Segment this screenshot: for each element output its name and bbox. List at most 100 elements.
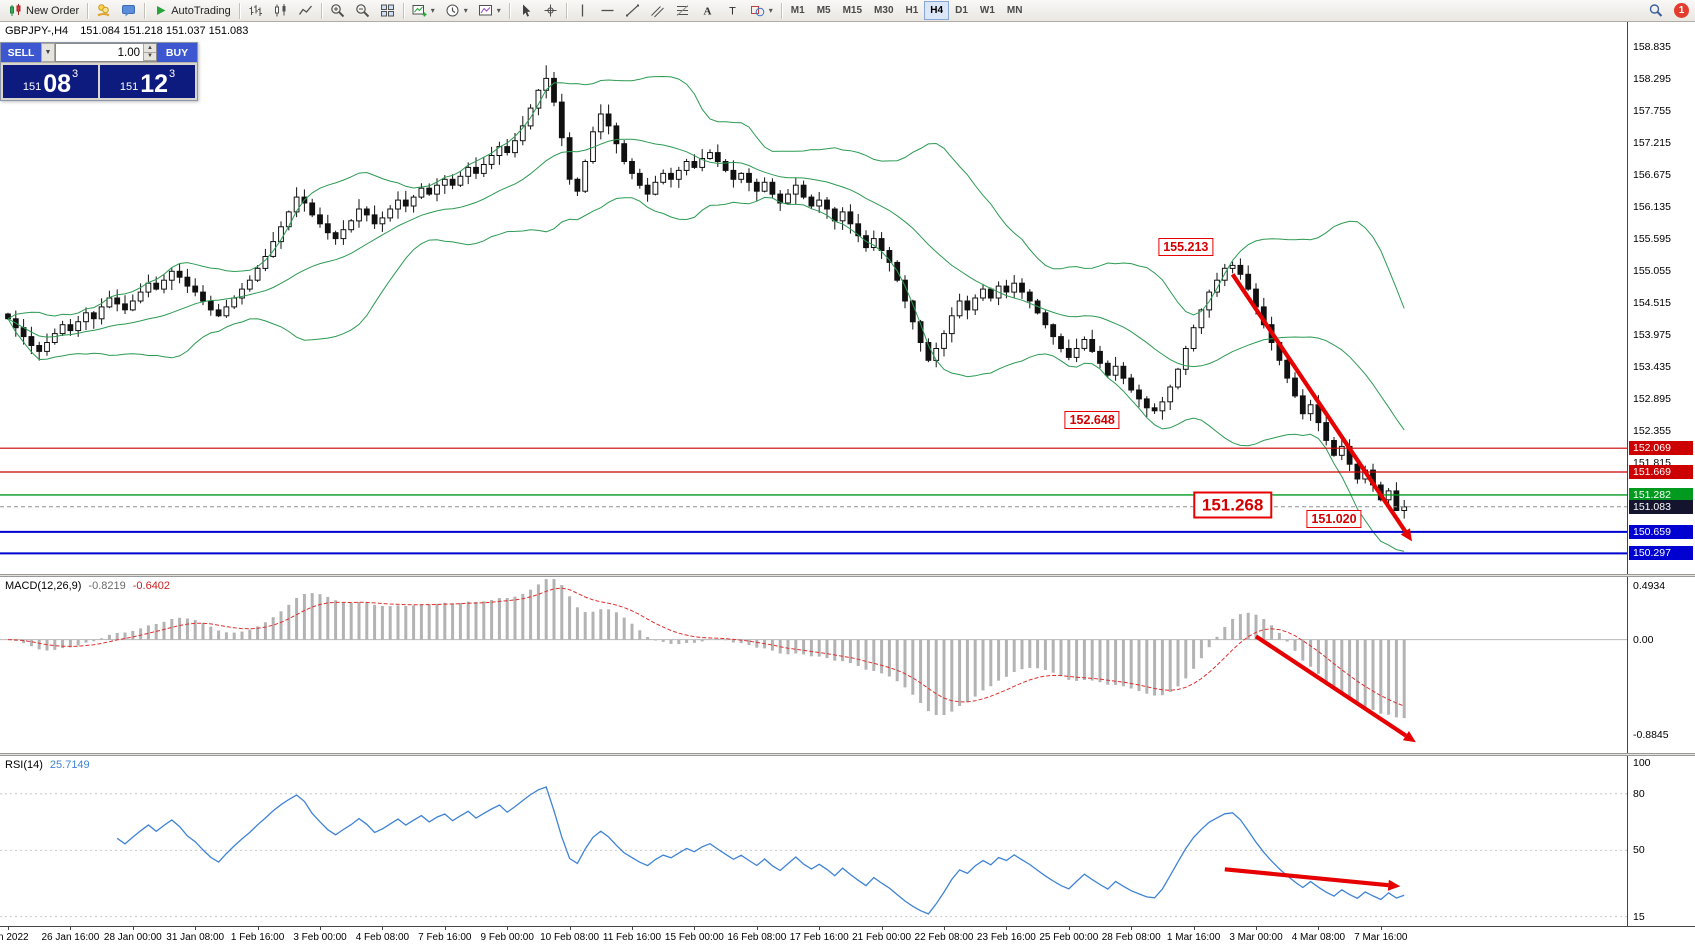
rsi-axis[interactable]: 100 80 50 15 xyxy=(1627,756,1695,926)
tf-m1[interactable]: M1 xyxy=(785,1,811,20)
macd-plot xyxy=(0,579,1627,743)
macd-name: MACD(12,26,9) xyxy=(5,580,82,592)
template-icon xyxy=(478,3,493,18)
trend-arrow[interactable] xyxy=(1224,867,1401,891)
macd-axis[interactable]: 0.4934 0.00 -0.8845 xyxy=(1627,577,1695,753)
line-chart-button[interactable] xyxy=(293,1,318,20)
fibonacci-button[interactable] xyxy=(670,1,695,20)
line-chart-icon xyxy=(298,3,313,18)
price-annotation[interactable]: 155.213 xyxy=(1158,237,1214,256)
tf-d1-label: D1 xyxy=(955,5,968,16)
trend-arrow[interactable] xyxy=(1254,634,1416,743)
community-button[interactable] xyxy=(116,1,141,20)
zoom-out-button[interactable] xyxy=(350,1,375,20)
vertical-line-button[interactable] xyxy=(570,1,595,20)
volume-dropdown[interactable]: ▼ xyxy=(41,43,55,62)
chevron-down-icon: ▾ xyxy=(496,6,501,15)
rsi-axis-label: 15 xyxy=(1633,910,1645,923)
toolbar-separator xyxy=(238,2,240,19)
time-axis-label: 28 Jan 00:00 xyxy=(103,932,162,943)
toolbar-separator xyxy=(565,2,567,19)
toolbar: New Order AutoTrading ▾ ▾ ▾ A T ▾ M1 M5 M15 M30 H1 H4… xyxy=(0,0,1695,22)
price-tag: 151.282 xyxy=(1629,487,1693,502)
volume-up-button[interactable]: ▲ xyxy=(144,44,156,53)
time-axis-label: 25 Feb 00:00 xyxy=(1039,932,1099,943)
trend-arrow[interactable] xyxy=(1230,273,1412,542)
market-button[interactable] xyxy=(91,1,116,20)
price-axis[interactable]: 158.835 158.295 157.755 157.215 156.675 156.1… xyxy=(1627,22,1695,574)
price-axis-label: 154.515 xyxy=(1633,297,1671,310)
time-axis-label: 1 Feb 16:00 xyxy=(230,932,285,943)
price-annotation[interactable]: 151.020 xyxy=(1306,510,1362,529)
zoom-in-button[interactable] xyxy=(325,1,350,20)
rsi-axis-label: 100 xyxy=(1633,757,1651,769)
order-prices-row: 151 08 3 151 12 3 xyxy=(1,63,197,100)
price-plot xyxy=(0,65,1627,555)
volume-input[interactable] xyxy=(56,44,143,61)
new-order-button-label: New Order xyxy=(26,4,80,17)
time-tick xyxy=(132,927,134,930)
new-order-button[interactable]: New Order xyxy=(3,1,84,20)
tf-mn[interactable]: MN xyxy=(1001,1,1029,20)
time-axis-label: 23 Feb 16:00 xyxy=(976,932,1036,943)
buy-price-prefix: 151 xyxy=(119,81,139,93)
channel-button[interactable] xyxy=(645,1,670,20)
cursor-button[interactable] xyxy=(513,1,538,20)
crosshair-button[interactable] xyxy=(538,1,563,20)
price-annotation[interactable]: 152.648 xyxy=(1064,410,1120,429)
sell-label[interactable]: SELL xyxy=(1,43,41,62)
volume-stepper: ▲ ▼ xyxy=(143,44,156,61)
tf-h1[interactable]: H1 xyxy=(900,1,925,20)
price-axis-label: 153.435 xyxy=(1633,361,1671,374)
volume-down-button[interactable]: ▼ xyxy=(144,52,156,61)
time-axis-label: 3 Feb 00:00 xyxy=(293,932,347,943)
price-axis-label: 152.355 xyxy=(1633,425,1671,438)
panel-separator[interactable] xyxy=(0,753,1695,756)
sell-price-button[interactable]: 151 08 3 xyxy=(3,65,98,98)
candle-chart-button[interactable] xyxy=(268,1,293,20)
search-button[interactable] xyxy=(1643,1,1668,20)
autotrading-button[interactable]: AutoTrading xyxy=(148,1,236,20)
time-tick xyxy=(195,927,197,930)
trendline-button[interactable] xyxy=(620,1,645,20)
buy-price-button[interactable]: 151 12 3 xyxy=(100,65,195,98)
time-axis-label: 16 Feb 08:00 xyxy=(727,932,787,943)
time-tick xyxy=(382,927,384,930)
horizontal-line-button[interactable] xyxy=(595,1,620,20)
new-chart-button[interactable]: ▾ xyxy=(407,1,440,20)
label-button[interactable]: T xyxy=(720,1,745,20)
symbol-timeframe: GBPJPY-,H4 xyxy=(5,25,69,37)
shapes-button[interactable]: ▾ xyxy=(745,1,778,20)
time-axis-label: 4 Feb 08:00 xyxy=(355,932,410,943)
templates-button[interactable]: ▾ xyxy=(473,1,506,20)
crosshair-icon xyxy=(543,3,558,18)
time-axis-label: 10 Feb 08:00 xyxy=(540,932,600,943)
chart-info: GBPJPY-,H4 151.084 151.218 151.037 151.0… xyxy=(5,25,248,37)
time-axis-label: 21 Feb 00:00 xyxy=(852,932,912,943)
tile-windows-button[interactable] xyxy=(375,1,400,20)
tf-m5[interactable]: M5 xyxy=(811,1,837,20)
sell-price-big: 08 xyxy=(43,69,72,98)
price-annotation[interactable]: 151.268 xyxy=(1192,491,1273,519)
toolbar-separator xyxy=(508,2,510,19)
profiles-button[interactable]: ▾ xyxy=(440,1,473,20)
time-tick xyxy=(320,927,321,930)
tf-m15[interactable]: M15 xyxy=(837,1,868,20)
tf-h4[interactable]: H4 xyxy=(924,1,950,20)
tf-w1[interactable]: W1 xyxy=(974,1,1001,20)
tf-m30[interactable]: M30 xyxy=(868,1,899,20)
panel-separator[interactable] xyxy=(0,574,1695,577)
price-axis-label: 156.675 xyxy=(1633,168,1671,181)
price-axis-label: 158.295 xyxy=(1633,72,1671,85)
tf-d1[interactable]: D1 xyxy=(949,1,974,20)
price-axis-label: 155.055 xyxy=(1633,264,1671,277)
price-axis-label: 156.135 xyxy=(1633,200,1671,213)
rsi-name: RSI(14) xyxy=(5,759,43,771)
bar-chart-button[interactable] xyxy=(243,1,268,20)
tf-m30-label: M30 xyxy=(874,5,894,16)
text-button[interactable]: A xyxy=(695,1,720,20)
vline-icon xyxy=(575,3,590,18)
buy-label[interactable]: BUY xyxy=(157,43,197,62)
notification-badge[interactable]: 1 xyxy=(1674,3,1689,18)
